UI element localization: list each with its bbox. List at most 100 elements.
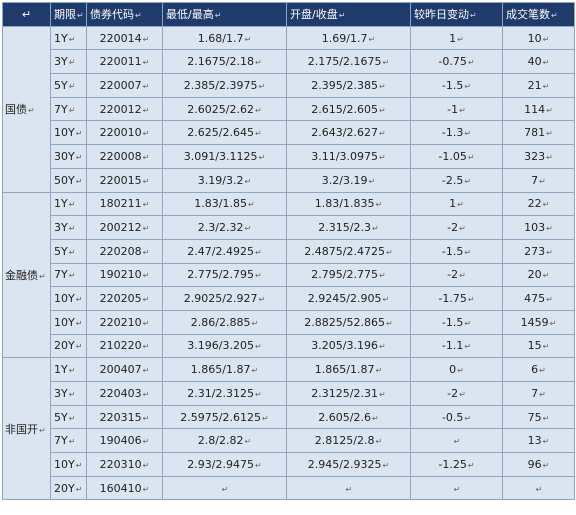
table-body: 国债↵ 1Y↵ 220014↵ 1.68/1.7↵ 1.69/1.7↵ 1↵ 10↵ 3Y↵ 2… — [2, 25, 575, 501]
cell-mark: ↵ — [68, 366, 76, 376]
cell-change: -2↵ — [410, 381, 503, 406]
cell-low-high: 2.93/2.9475↵ — [162, 452, 287, 477]
cell-open-close: 3.11/3.0975↵ — [286, 144, 411, 169]
cell-term: 1Y↵ — [50, 357, 87, 382]
cell-trades: 103↵ — [502, 215, 575, 240]
cell-term: 3Y↵ — [50, 215, 87, 240]
cell-change: ↵ — [410, 475, 503, 501]
cell-mark: ↵ — [68, 247, 76, 257]
cell-trades: 475↵ — [502, 286, 575, 311]
cell-mark: ↵ — [542, 58, 550, 68]
cell-change: -1.05↵ — [410, 144, 503, 169]
cell-term: 10Y↵ — [50, 452, 87, 477]
cell-mark: ↵ — [542, 81, 550, 91]
cell-bond-code: 190406↵ — [86, 428, 163, 454]
cell-mark: ↵ — [464, 81, 472, 91]
cell-open-close: 2.795/2.775↵ — [286, 262, 411, 288]
cell-mark: ↵ — [142, 176, 150, 186]
cell-mark: ↵ — [254, 105, 262, 115]
cell-term: 10Y↵ — [50, 286, 87, 311]
table-row: 50Y↵ 220015↵ 3.19/3.2↵ 3.2/3.19↵ -2.5↵ 7↵ — [3, 167, 575, 193]
cell-mark: ↵ — [75, 318, 83, 328]
cell-mark: ↵ — [142, 389, 150, 399]
table-row: 5Y↵ 220315↵ 2.5975/2.6125↵ 2.605/2.6↵ -0.5↵ 7… — [3, 404, 575, 430]
cell-mark: ↵ — [68, 437, 76, 447]
cell-trades: 96↵ — [502, 452, 575, 477]
cell-mark: ↵ — [459, 224, 466, 234]
cell-term: 1Y↵ — [50, 25, 87, 51]
cell-trades: 6↵ — [502, 357, 575, 382]
cell-bond-code: 220014↵ — [86, 25, 163, 51]
cell-low-high: 2.3/2.32↵ — [162, 215, 287, 240]
cell-low-high: 3.19/3.2↵ — [162, 167, 287, 193]
cell-mark: ↵ — [372, 413, 379, 423]
cell-mark: ↵ — [254, 460, 262, 470]
cell-low-high: 2.86/2.885↵ — [162, 309, 287, 335]
cell-open-close: 2.9245/2.905↵ — [286, 286, 411, 311]
cell-mark: ↵ — [254, 342, 262, 352]
cell-bond-code: 220011↵ — [86, 49, 163, 75]
cell-bond-code: 220008↵ — [86, 144, 163, 169]
header-row: ↵ 期限↵ 债券代码↵ 最低/最高↵ 开盘/收盘↵ 较昨日变动↵ 成交笔数↵ — [2, 2, 575, 27]
cell-mark: ↵ — [382, 460, 390, 470]
cell-bond-code: 220012↵ — [86, 96, 163, 122]
cell-low-high: 2.47/2.4925↵ — [162, 238, 287, 264]
cell-bond-code: 220208↵ — [86, 238, 163, 264]
cell-open-close: 2.643/2.627↵ — [286, 120, 411, 146]
cell-mark: ↵ — [254, 389, 262, 399]
cell-mark: ↵ — [142, 295, 150, 305]
cell-open-close: 2.175/2.1675↵ — [286, 49, 411, 75]
cell-mark: ↵ — [372, 224, 379, 234]
header-low-high: 最低/最高↵ — [162, 2, 287, 27]
cell-bond-code: 220015↵ — [86, 167, 163, 193]
cell-mark: ↵ — [258, 81, 266, 91]
cell-mark: ↵ — [244, 437, 252, 447]
cell-term: 10Y↵ — [50, 120, 87, 146]
table-row: 30Y↵ 220008↵ 3.091/3.1125↵ 3.11/3.0975↵ -1.0… — [3, 144, 575, 169]
cell-low-high: ↵ — [162, 475, 287, 501]
cell-mark: ↵ — [142, 58, 150, 68]
cell-low-high: 1.83/1.85↵ — [162, 191, 287, 217]
cell-low-high: 2.6025/2.62↵ — [162, 96, 287, 122]
cell-trades: 21↵ — [502, 73, 575, 98]
cell-change: -1.75↵ — [410, 286, 503, 311]
cell-low-high: 2.8/2.82↵ — [162, 428, 287, 454]
cell-term: 50Y↵ — [50, 167, 87, 193]
cell-mark: ↵ — [542, 34, 550, 44]
table-row: 7Y↵ 190210↵ 2.775/2.795↵ 2.795/2.775↵ -2↵ 20↵ — [3, 262, 575, 288]
cell-open-close: 2.8825/52.865↵ — [286, 309, 411, 335]
cell-low-high: 2.9025/2.927↵ — [162, 286, 287, 311]
table-row: 10Y↵ 220210↵ 2.86/2.885↵ 2.8825/52.865↵ -1.5… — [3, 309, 575, 335]
cell-bond-code: 220010↵ — [86, 120, 163, 146]
cell-mark: ↵ — [375, 366, 383, 376]
cell-mark: ↵ — [142, 413, 150, 423]
cell-mark: ↵ — [142, 460, 150, 470]
cell-bond-code: 200212↵ — [86, 215, 163, 240]
cell-mark: ↵ — [464, 413, 472, 423]
table-row: 3Y↵ 220011↵ 2.1675/2.18↵ 2.175/2.1675↵ -0.75… — [3, 49, 575, 75]
cell-mark: ↵ — [546, 152, 553, 162]
cell-change: -1↵ — [410, 96, 503, 122]
cell-term: 7Y↵ — [50, 96, 87, 122]
header-open-close: 开盘/收盘↵ — [286, 2, 411, 27]
cell-term: 20Y↵ — [50, 333, 87, 359]
cell-mark: ↵ — [75, 342, 83, 352]
cell-mark: ↵ — [251, 318, 259, 328]
cell-mark: ↵ — [251, 366, 259, 376]
cell-mark: ↵ — [378, 342, 386, 352]
table-row: 非国开↵ 1Y↵ 200407↵ 1.865/1.87↵ 1.865/1.87↵ 0↵ 6↵ — [2, 357, 575, 501]
cell-change: -1.25↵ — [410, 452, 503, 477]
cell-term: 5Y↵ — [50, 73, 87, 98]
cell-mark: ↵ — [244, 34, 252, 44]
cell-open-close: 2.315/2.3↵ — [286, 215, 411, 240]
table-row: 5Y↵ 220208↵ 2.47/2.4925↵ 2.4875/2.4725↵ -1.5… — [3, 238, 575, 264]
cell-mark: ↵ — [459, 389, 466, 399]
cell-mark: ↵ — [68, 271, 76, 281]
cell-mark: ↵ — [457, 34, 464, 44]
table-row: 5Y↵ 220007↵ 2.385/2.3975↵ 2.395/2.385↵ -1.5↵… — [3, 73, 575, 98]
cell-mark: ↵ — [542, 200, 550, 210]
cell-low-high: 2.775/2.795↵ — [162, 262, 287, 288]
cell-term: 3Y↵ — [50, 49, 87, 75]
cell-open-close: 3.2/3.19↵ — [286, 167, 411, 193]
cell-mark: ↵ — [459, 105, 466, 115]
